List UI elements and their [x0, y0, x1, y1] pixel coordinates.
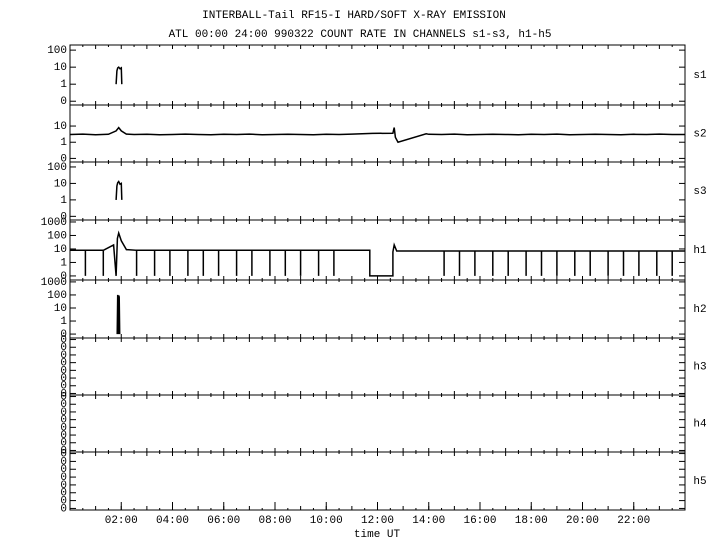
x-tick-label: 14:00	[412, 515, 445, 527]
y-tick-label: 100	[47, 162, 67, 174]
y-tick-label: 0	[60, 448, 67, 460]
y-tick-label: 100	[47, 290, 67, 302]
y-tick-label: 0	[60, 358, 67, 370]
y-tick-label: 1	[60, 257, 67, 269]
y-tick-label: 0	[60, 407, 67, 419]
x-tick-label: 06:00	[207, 515, 240, 527]
y-tick-label: 1	[60, 79, 67, 91]
y-tick-label: 0	[60, 153, 67, 165]
panel-label: s2	[693, 128, 706, 140]
y-tick-label: 0	[60, 488, 67, 500]
y-tick-label: 0	[60, 350, 67, 362]
x-tick-label: 04:00	[156, 515, 189, 527]
y-tick-label: 0	[60, 388, 67, 400]
y-tick-label: 0	[60, 472, 67, 484]
chart-subtitle: ATL 00:00 24:00 990322 COUNT RATE IN CHA…	[169, 29, 552, 41]
y-tick-label: 10	[54, 121, 67, 133]
y-tick-label: 1000	[41, 277, 67, 289]
panel-label: s3	[693, 186, 706, 198]
x-tick-label: 22:00	[617, 515, 650, 527]
x-tick-label: 02:00	[105, 515, 138, 527]
y-tick-label: 0	[60, 422, 67, 434]
panel-label: h4	[693, 418, 707, 430]
y-tick-label: 0	[60, 211, 67, 223]
data-line	[115, 66, 123, 85]
panel-label: s1	[693, 70, 707, 82]
y-tick-label: 0	[60, 271, 67, 283]
y-tick-label: 0	[60, 334, 67, 346]
y-tick-label: 0	[60, 329, 67, 341]
x-tick-label: 20:00	[566, 515, 599, 527]
y-tick-label: 10	[54, 244, 67, 256]
y-tick-label: 0	[60, 445, 67, 457]
y-tick-label: 1	[60, 137, 67, 149]
y-tick-label: 0	[60, 399, 67, 411]
y-tick-label: 0	[60, 342, 67, 354]
panel-label: h1	[693, 245, 707, 257]
y-tick-label: 0	[60, 391, 67, 403]
y-tick-label: 10	[54, 303, 67, 315]
y-tick-label: 100	[47, 230, 67, 242]
y-tick-label: 0	[60, 438, 67, 450]
y-tick-label: 1	[60, 195, 67, 207]
x-axis-label: time UT	[354, 529, 401, 541]
y-tick-label: 0	[60, 415, 67, 427]
data-line	[115, 180, 123, 200]
y-tick-label: 0	[60, 503, 67, 515]
y-tick-label: 0	[60, 496, 67, 508]
data-line	[70, 230, 685, 277]
panel-label: h5	[693, 476, 706, 488]
y-tick-label: 100	[47, 45, 67, 57]
x-tick-label: 16:00	[463, 515, 496, 527]
y-tick-label: 10	[54, 178, 67, 190]
y-tick-label: 10	[54, 62, 67, 74]
y-tick-label: 0	[60, 480, 67, 492]
chart-title: INTERBALL-Tail RF15-I HARD/SOFT X-RAY EM…	[202, 10, 506, 22]
y-tick-label: 0	[60, 381, 67, 393]
data-line	[116, 294, 121, 335]
x-tick-label: 12:00	[361, 515, 394, 527]
y-tick-label: 0	[60, 464, 67, 476]
data-line	[69, 126, 685, 144]
y-tick-label: 0	[60, 365, 67, 377]
y-tick-label: 0	[60, 430, 67, 442]
y-tick-label: 0	[60, 456, 67, 468]
y-tick-label: 1000	[41, 217, 67, 229]
y-tick-label: 1	[60, 316, 67, 328]
x-tick-label: 08:00	[258, 515, 291, 527]
x-tick-label: 18:00	[515, 515, 548, 527]
panel-label: h3	[693, 361, 706, 373]
y-tick-label: 0	[60, 373, 67, 385]
y-tick-label: 0	[60, 96, 67, 108]
x-tick-label: 10:00	[310, 515, 343, 527]
panel-label: h2	[693, 304, 706, 316]
